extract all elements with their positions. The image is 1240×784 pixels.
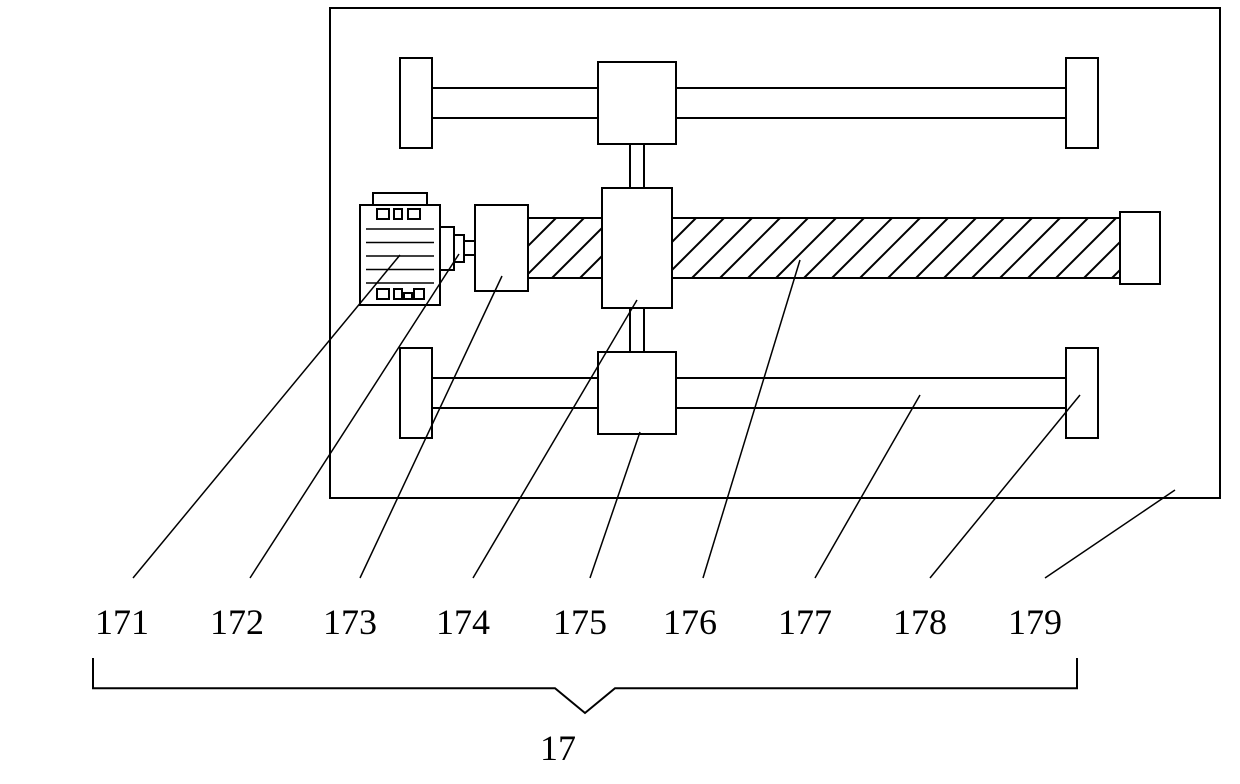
coupling-1: [454, 235, 464, 262]
bottom-rail-mount-right: [1066, 348, 1098, 438]
label-172: 172: [210, 602, 264, 642]
coupling-2: [464, 241, 475, 255]
top-rail-mount-right: [1066, 58, 1098, 148]
assembly-brace: [93, 658, 1077, 713]
top-rail-slider: [598, 62, 676, 144]
motor-detail-6: [414, 289, 424, 299]
motor-detail-4: [394, 289, 402, 299]
top-guide-rail: [400, 88, 1098, 118]
bottom-rail-slider: [598, 352, 676, 434]
motor-detail-3: [377, 289, 389, 299]
leader-179: [1045, 490, 1175, 578]
label-176: 176: [663, 602, 717, 642]
motor-detail-2: [408, 209, 420, 219]
top-rail-mount-left: [400, 58, 432, 148]
mechanical-diagram: 171 172 173 174 175 176 177 178 179 17: [0, 0, 1240, 784]
assembly-label: 17: [540, 728, 576, 768]
lead-screw-nut: [602, 188, 672, 308]
lead-screw-end-support: [1120, 212, 1160, 284]
label-175: 175: [553, 602, 607, 642]
motor-detail-0: [377, 209, 389, 219]
bottom-guide-rail: [400, 378, 1098, 408]
label-171: 171: [95, 602, 149, 642]
bottom-rail-mount-left: [400, 348, 432, 438]
label-174: 174: [436, 602, 490, 642]
label-178: 178: [893, 602, 947, 642]
motor-detail-1: [394, 209, 402, 219]
slider-link-1: [630, 308, 644, 352]
coupling-0: [440, 227, 454, 270]
motor-detail-5: [404, 293, 412, 299]
label-177: 177: [778, 602, 832, 642]
label-173: 173: [323, 602, 377, 642]
motor-terminal-box: [373, 193, 427, 205]
label-179: 179: [1008, 602, 1062, 642]
slider-link-0: [630, 144, 644, 188]
